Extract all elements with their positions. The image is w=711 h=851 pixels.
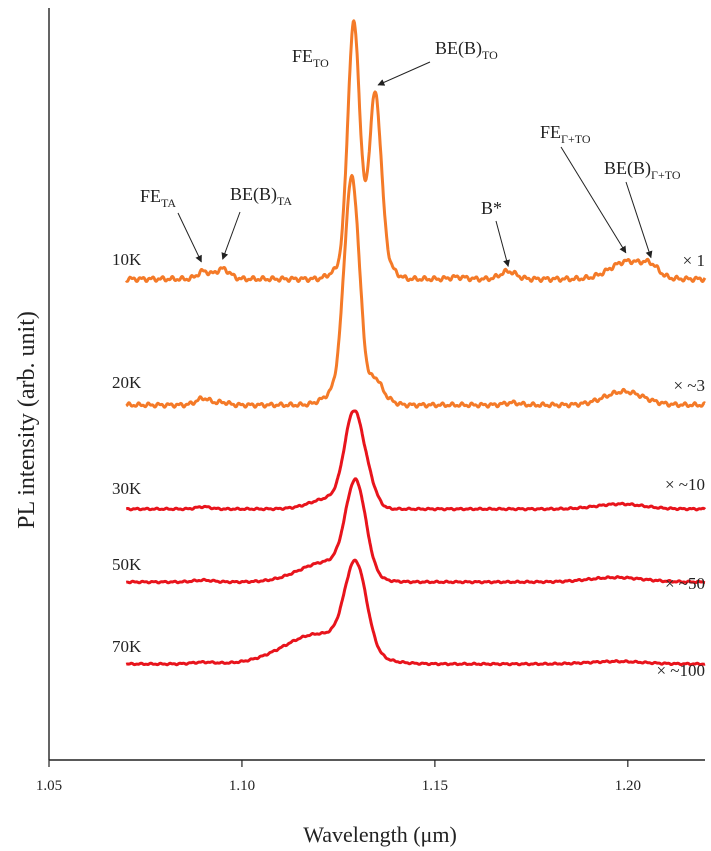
series-line-50k: [125, 477, 706, 585]
series-label-70k: 70K: [112, 637, 142, 656]
annotation-fe-gamma-to: FEΓ+TO: [540, 122, 591, 146]
series-label-20k: 20K: [112, 373, 142, 392]
peak-annotations: FETA BE(B)TA FETO BE(B)TO B* FEΓ+TO BE(B)Γ+TO: [140, 38, 681, 268]
scale-factor-30k: × ~10: [665, 475, 705, 494]
x-ticks: 1.05 1.10 1.15 1.20: [36, 760, 641, 794]
x-tick-label: 1.10: [229, 778, 255, 794]
annotation-be-b-to: BE(B)TO: [435, 38, 498, 62]
x-tick-label: 1.20: [615, 778, 641, 794]
scale-factor-70k: × ~100: [656, 661, 705, 680]
annotation-fe-to: FETO: [292, 46, 329, 70]
scale-factor-50k: × ~50: [665, 574, 705, 593]
series-label-10k: 10K: [112, 250, 142, 269]
x-axis-title: Wavelength (μm): [303, 822, 457, 847]
annotation-arrow-be-b-to: [377, 61, 431, 86]
y-axis-title: PL intensity (arb. unit): [14, 311, 40, 529]
annotation-arrow-be-b-gamma-to: [625, 181, 653, 259]
annotation-arrow-fe-ta: [177, 212, 202, 263]
annotation-b-star: B*: [481, 198, 502, 218]
series-line-30k: [125, 409, 707, 512]
spectra-series: [125, 19, 707, 667]
x-tick-label: 1.15: [422, 778, 448, 794]
annotation-be-b-gamma-to: BE(B)Γ+TO: [604, 158, 681, 182]
annotation-fe-ta: FETA: [140, 186, 176, 210]
annotation-arrow-be-b-ta: [221, 211, 241, 260]
annotation-be-b-ta: BE(B)TA: [230, 184, 292, 208]
scale-factor-20k: × ~3: [673, 376, 705, 395]
series-line-20k: [125, 174, 706, 409]
x-tick-label: 1.05: [36, 778, 62, 794]
series-label-50k: 50K: [112, 555, 142, 574]
series-label-30k: 30K: [112, 479, 142, 498]
scale-factor-10k: × 1: [683, 251, 705, 270]
series-line-10k: [125, 19, 707, 283]
series-labels: 10K × 1 20K × ~3 30K × ~10 50K × ~50 70K × ~100: [112, 250, 705, 680]
annotation-arrow-fe-gamma-to: [560, 146, 627, 254]
annotation-arrow-b-star: [495, 220, 510, 268]
series-line-70k: [125, 558, 706, 667]
